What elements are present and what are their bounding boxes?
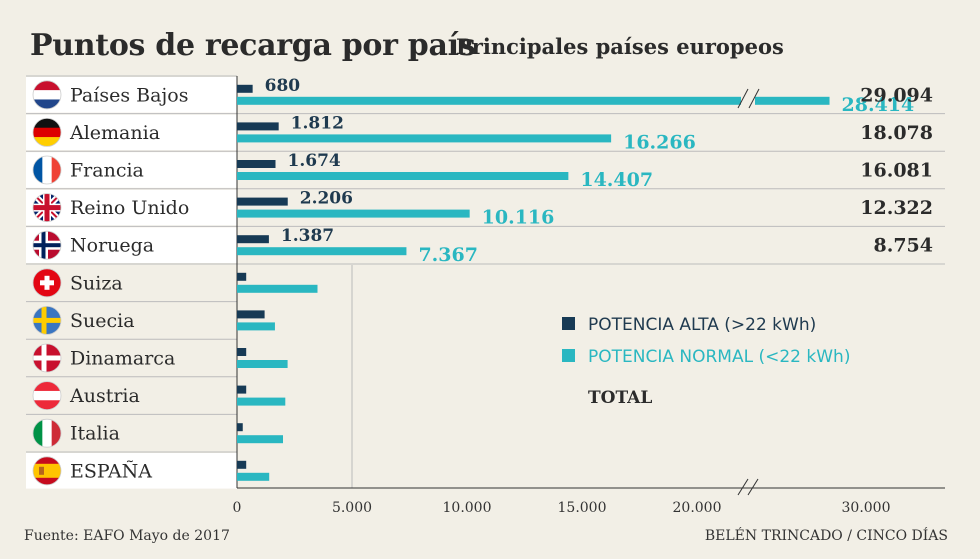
bar-high — [237, 235, 269, 244]
bar-normal — [237, 435, 283, 444]
country-label: Países Bajos — [70, 84, 189, 106]
bar-normal — [237, 397, 286, 406]
bar-high — [237, 122, 279, 131]
label-total: 29.094 — [860, 84, 933, 106]
label-total: 16.081 — [860, 160, 933, 182]
switzerland-flag-icon — [32, 268, 62, 298]
germany-flag-icon — [32, 117, 62, 147]
chart-subtitle: Principales países europeos — [456, 34, 784, 59]
label-normal: 16.266 — [623, 131, 696, 153]
bar-high — [237, 160, 276, 168]
country-label: ESPAÑA — [70, 459, 152, 482]
legend-total-label: TOTAL — [588, 388, 652, 408]
x-tick-label: 10.000 — [443, 500, 492, 516]
bar-high — [237, 197, 288, 206]
source-note: Fuente: EAFO Mayo de 2017 — [24, 528, 230, 544]
bar-normal — [237, 209, 470, 218]
sweden-flag-icon — [32, 305, 62, 335]
bar-normal — [237, 472, 270, 481]
bar-high — [237, 423, 243, 432]
chart-title: Puntos de recarga por país — [30, 28, 476, 63]
label-high: 1.387 — [281, 226, 334, 246]
label-normal: 14.407 — [580, 169, 653, 191]
axis-break-mark — [737, 478, 749, 496]
label-normal: 28.414 — [842, 94, 915, 116]
label-normal: 7.367 — [418, 244, 478, 266]
italy-flag-icon — [32, 418, 62, 448]
bar-normal — [237, 172, 569, 180]
label-high: 680 — [265, 76, 301, 96]
bar-high — [237, 272, 247, 281]
country-label: Italia — [70, 423, 120, 445]
country-label: Reino Unido — [70, 197, 189, 219]
label-high: 1.812 — [291, 113, 344, 133]
legend-normal-swatch — [562, 349, 575, 362]
denmark-flag-icon — [32, 343, 62, 373]
norway-flag-icon — [32, 230, 62, 260]
x-tick-label: 30.000 — [842, 500, 891, 516]
credit-note: BELÉN TRINCADO / CINCO DÍAS — [704, 528, 948, 544]
country-label: Francia — [70, 160, 144, 182]
bar-normal — [237, 96, 830, 105]
label-normal: 10.116 — [482, 207, 555, 229]
country-label: Suiza — [70, 272, 123, 294]
legend-high-swatch — [562, 317, 575, 330]
label-high: 2.206 — [300, 189, 353, 209]
country-label: Dinamarca — [70, 348, 175, 370]
x-tick-label: 5.000 — [332, 500, 372, 516]
label-total: 12.322 — [860, 197, 933, 219]
bar-high — [237, 84, 253, 93]
uk-flag-icon — [32, 193, 62, 223]
country-label: Austria — [69, 385, 140, 407]
bar-high — [237, 385, 247, 394]
bar-high — [237, 348, 247, 356]
bar-break-mark — [737, 88, 749, 109]
legend-normal-label: POTENCIA NORMAL (<22 kWh) — [588, 347, 850, 367]
austria-flag-icon — [32, 381, 62, 411]
label-total: 8.754 — [874, 235, 934, 257]
axis-break-mark — [747, 478, 759, 496]
bar-normal — [237, 322, 275, 331]
france-flag-icon — [32, 155, 62, 185]
bar-normal — [237, 284, 318, 293]
label-high: 1.674 — [288, 151, 341, 171]
x-tick-label: 0 — [233, 500, 242, 516]
spain-flag-icon — [32, 456, 62, 486]
country-label: Noruega — [70, 235, 154, 257]
country-label: Suecia — [70, 310, 135, 332]
bar-break-mark — [748, 88, 760, 109]
label-total: 18.078 — [860, 122, 933, 144]
country-label: Alemania — [69, 122, 160, 144]
legend: POTENCIA ALTA (>22 kWh) POTENCIA NORMAL … — [562, 315, 850, 408]
x-tick-label: 20.000 — [673, 500, 722, 516]
bar-high — [237, 310, 265, 319]
netherlands-flag-icon — [32, 80, 62, 110]
bar-high — [237, 460, 247, 469]
x-tick-label: 15.000 — [558, 500, 607, 516]
bar-normal — [237, 247, 407, 256]
legend-high-label: POTENCIA ALTA (>22 kWh) — [588, 315, 816, 335]
bar-normal — [237, 360, 288, 368]
bar-normal — [237, 134, 612, 143]
